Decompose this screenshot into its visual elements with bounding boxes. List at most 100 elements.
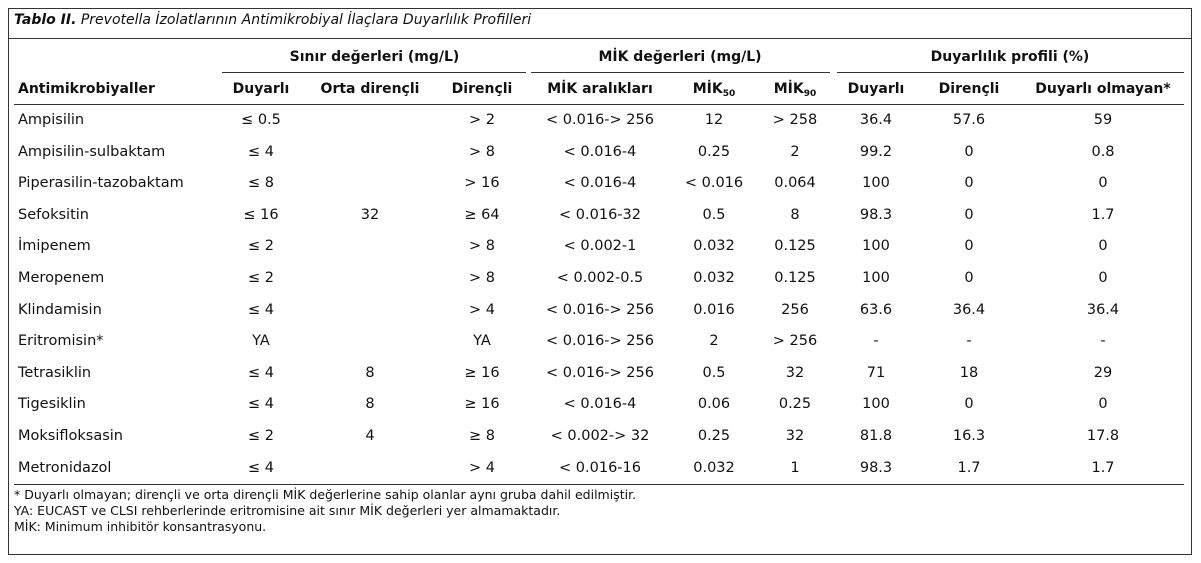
cell-mik50: 0.06 [697,396,731,412]
cell-profil-duyarli-olmayan: 59 [1093,112,1113,128]
cell-profil-duyarli: 71 [866,365,886,381]
cell-sinir-orta: 8 [365,365,375,381]
cell-sinir-duyarli: ≤ 4 [248,365,274,381]
rule-top [9,38,1191,39]
cell-mik90: 0.125 [774,270,816,286]
cell-sinir-direncli: > 4 [469,302,495,318]
header-mik90-sub: 90 [803,89,817,99]
cell-sinir-duyarli: ≤ 2 [248,428,274,444]
cell-mik-araliklari: < 0.016-> 256 [546,333,654,349]
cell-mik90: 1 [790,460,800,476]
cell-mik-araliklari: < 0.016-16 [559,460,641,476]
rule-table-bottom [14,484,1184,485]
cell-sinir-direncli: ≥ 16 [464,365,500,381]
cell-profil-duyarli-olmayan: - [1100,333,1106,349]
cell-mik-araliklari: < 0.016-4 [563,396,637,412]
cell-mik50: 0.016 [693,302,735,318]
cell-sinir-orta: 4 [365,428,375,444]
cell-sinir-orta: 32 [360,207,380,223]
cell-profil-direncli: 0 [964,207,974,223]
cell-profil-duyarli: 81.8 [859,428,893,444]
cell-profil-duyarli-olmayan: 17.8 [1086,428,1120,444]
cell-sinir-direncli: > 2 [469,112,495,128]
cell-antimicrobial: Sefoksitin [18,207,89,223]
cell-sinir-duyarli: ≤ 0.5 [241,112,281,128]
cell-antimicrobial: Tigesiklin [18,396,86,412]
header-mik90: MİK90 [774,81,817,99]
cell-profil-duyarli: 100 [862,270,890,286]
group-mik-degerleri: MİK değerleri (mg/L) [598,49,762,65]
cell-profil-duyarli: 100 [862,396,890,412]
cell-profil-direncli: 0 [964,144,974,160]
table-title: Tablo II. Prevotella İzolatlarının Antim… [14,12,531,28]
note-ya: YA: EUCAST ve CLSI rehberlerinde eritrom… [14,503,561,518]
cell-sinir-direncli: > 8 [469,270,495,286]
cell-mik50: 0.5 [702,207,726,223]
cell-profil-duyarli: 99.2 [859,144,893,160]
cell-antimicrobial: Metronidazol [18,460,112,476]
cell-mik90: 32 [785,428,805,444]
rule-group-profil [837,72,1184,73]
cell-profil-duyarli: 100 [862,175,890,191]
cell-profil-duyarli-olmayan: 0 [1098,270,1108,286]
cell-antimicrobial: İmipenem [18,238,91,254]
cell-sinir-direncli: ≥ 16 [464,396,500,412]
cell-profil-duyarli: 98.3 [859,207,893,223]
cell-mik50: < 0.016 [684,175,744,191]
header-mik50-sub: 50 [722,89,736,99]
header-mik90-base: MİK [773,81,804,97]
table-title-label: Tablo II. [14,12,77,28]
cell-profil-direncli: 57.6 [952,112,986,128]
cell-sinir-direncli: YA [473,333,491,349]
table-title-text: Prevotella İzolatlarının Antimikrobiyal … [80,12,532,28]
cell-profil-duyarli: - [873,333,879,349]
cell-mik90: 256 [781,302,809,318]
rule-header-bottom [14,104,1184,105]
cell-sinir-duyarli: ≤ 2 [248,270,274,286]
cell-mik-araliklari: < 0.016-4 [563,144,637,160]
cell-mik-araliklari: < 0.016-> 256 [546,112,654,128]
cell-antimicrobial: Eritromisin* [18,333,104,349]
cell-profil-duyarli-olmayan: 1.7 [1091,207,1115,223]
cell-profil-duyarli-olmayan: 36.4 [1086,302,1120,318]
header-mik50-base: MİK [692,81,723,97]
cell-profil-direncli: 18 [959,365,979,381]
cell-profil-duyarli-olmayan: 0.8 [1091,144,1115,160]
cell-mik-araliklari: < 0.002-1 [563,238,637,254]
cell-sinir-duyarli: ≤ 4 [248,302,274,318]
cell-profil-direncli: 36.4 [952,302,986,318]
cell-mik-araliklari: < 0.016-32 [559,207,641,223]
cell-mik-araliklari: < 0.002-> 32 [550,428,650,444]
cell-sinir-direncli: ≥ 8 [469,428,495,444]
cell-sinir-duyarli: ≤ 8 [248,175,274,191]
cell-sinir-duyarli: ≤ 4 [248,396,274,412]
cell-mik-araliklari: < 0.016-> 256 [546,365,654,381]
cell-mik50: 2 [709,333,719,349]
cell-sinir-direncli: > 4 [469,460,495,476]
cell-mik50: 0.032 [693,460,735,476]
cell-mik50: 0.25 [697,428,731,444]
cell-mik90: 32 [785,365,805,381]
cell-mik50: 0.25 [697,144,731,160]
group-duyarlilik-profili: Duyarlılık profili (%) [930,49,1090,65]
cell-sinir-direncli: > 8 [469,144,495,160]
cell-sinir-orta: 8 [365,396,375,412]
cell-mik90: 0.064 [774,175,816,191]
cell-antimicrobial: Ampisilin-sulbaktam [18,144,166,160]
table-notes: * Duyarlı olmayan; dirençli ve orta dire… [14,487,636,535]
cell-profil-direncli: - [966,333,972,349]
cell-profil-direncli: 0 [964,396,974,412]
cell-antimicrobial: Moksifloksasin [18,428,123,444]
cell-sinir-duyarli: YA [252,333,270,349]
cell-profil-duyarli-olmayan: 0 [1098,238,1108,254]
cell-sinir-duyarli: ≤ 4 [248,460,274,476]
header-direncli: Dirençli [451,81,513,97]
cell-mik-araliklari: < 0.016-> 256 [546,302,654,318]
cell-profil-duyarli: 63.6 [859,302,893,318]
cell-mik90: 0.125 [774,238,816,254]
cell-antimicrobial: Ampisilin [18,112,85,128]
header-profil-duyarli: Duyarlı [847,81,905,97]
header-orta-direncli: Orta dirençli [320,81,420,97]
note-duyarli-olmayan: * Duyarlı olmayan; dirençli ve orta dire… [14,487,637,502]
cell-sinir-duyarli: ≤ 4 [248,144,274,160]
